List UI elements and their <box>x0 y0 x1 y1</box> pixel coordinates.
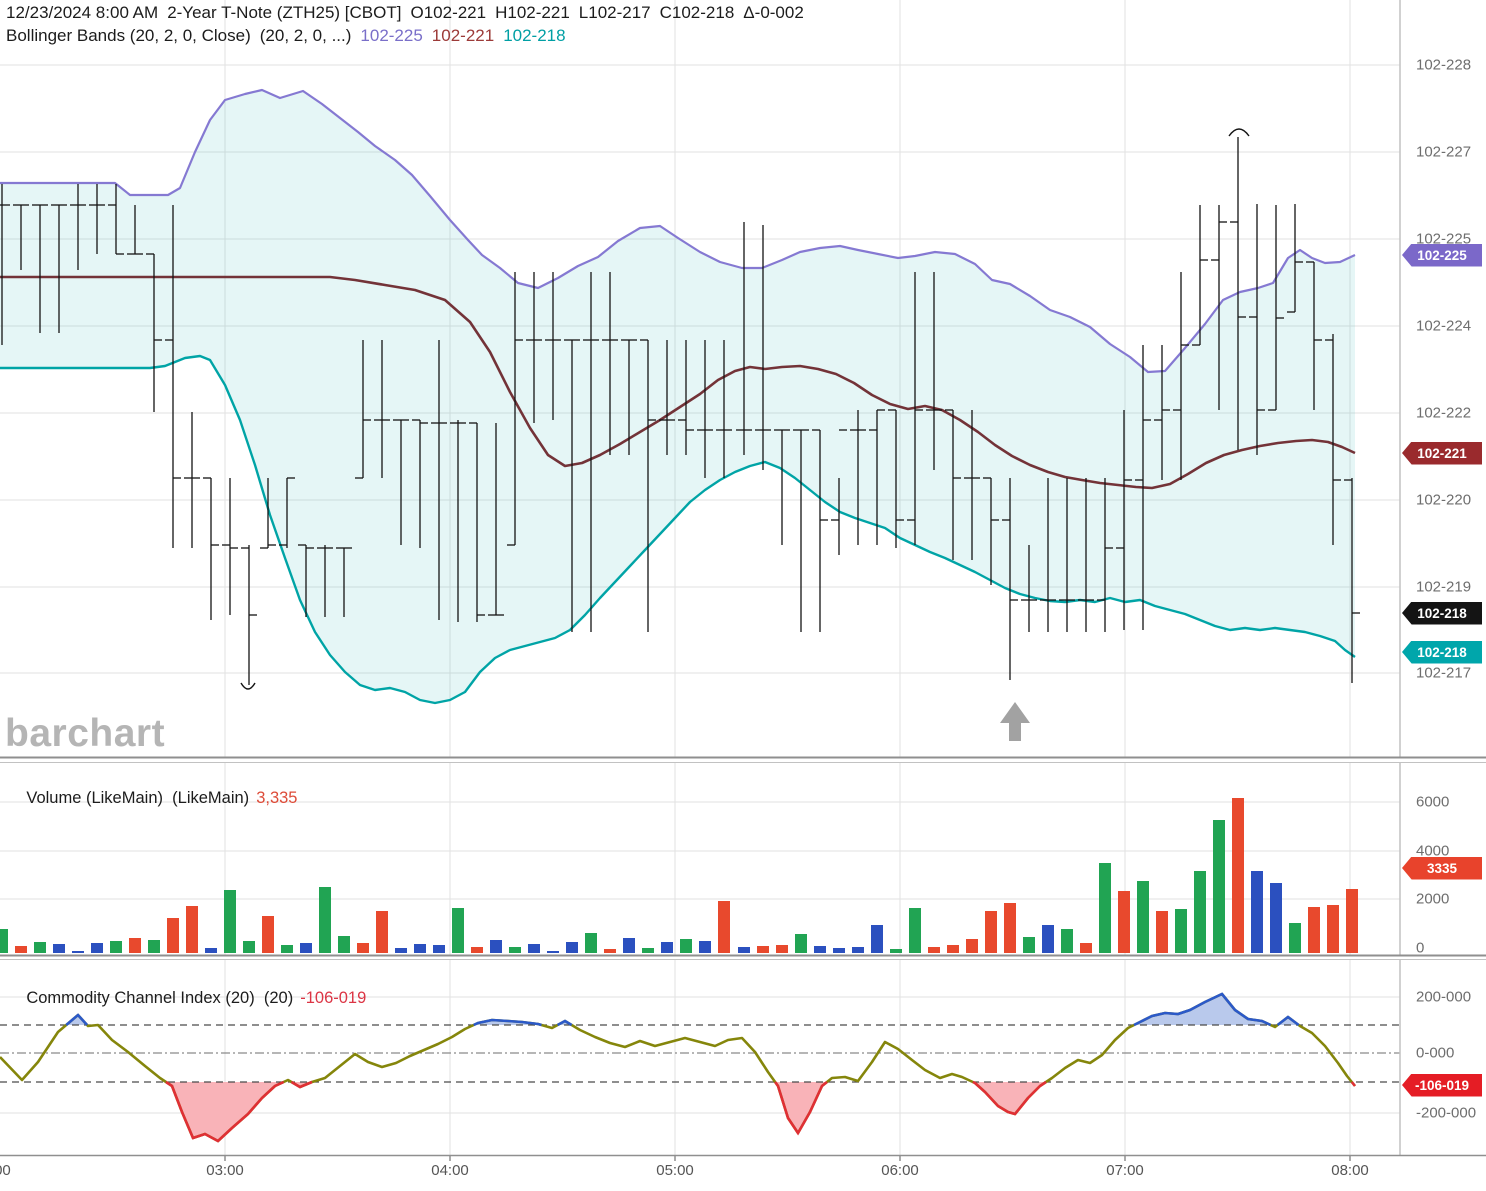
header-datetime: 12/23/2024 8:00 AM <box>6 3 159 22</box>
cci-title-label[interactable]: Commodity Channel Index (20) (20) <box>26 989 294 1007</box>
cci-axis-label: -200-000 <box>1416 1104 1477 1122</box>
indicator-legend: Bollinger Bands (20, 2, 0, Close) (20, 2… <box>6 26 566 46</box>
price-axis-label: 102-220 <box>1416 491 1472 509</box>
volume-current-value: 3,335 <box>256 789 298 807</box>
time-axis-label: 06:00 <box>881 1162 919 1179</box>
time-axis-label: 08:00 <box>1331 1162 1369 1179</box>
barchart-watermark-logo: barchart <box>5 712 166 755</box>
volume-axis-label: 2000 <box>1416 890 1450 908</box>
price-axis-label: 102-217 <box>1416 664 1472 682</box>
header-change: Δ-0-002 <box>743 3 804 22</box>
time-axis-label: 05:00 <box>656 1162 694 1179</box>
bb-upper-value: 102-225 <box>360 26 423 45</box>
price-badge: 3335 <box>1402 856 1482 880</box>
price-axis-label: 102-224 <box>1416 317 1472 335</box>
time-axis-label: 02:00 <box>0 1162 11 1179</box>
price-axis-label: 102-228 <box>1416 56 1472 74</box>
header-low: L102-217 <box>578 3 651 22</box>
time-axis-label: 04:00 <box>431 1162 469 1179</box>
volume-axis-label: 4000 <box>1416 842 1450 860</box>
bb-middle-value: 102-221 <box>431 26 495 45</box>
price-axis-label: 102-227 <box>1416 143 1472 161</box>
chart-header-line1: 12/23/2024 8:00 AM 2-Year T-Note (ZTH25)… <box>6 3 804 23</box>
price-badge: 102-225 <box>1402 243 1482 267</box>
price-badge: -106-019 <box>1402 1073 1482 1097</box>
header-open: O102-221 <box>410 3 487 22</box>
cci-axis-label: 0-000 <box>1416 1044 1455 1062</box>
price-axis-label: 102-225 <box>1416 230 1472 248</box>
price-badge: 102-218 <box>1402 640 1482 664</box>
volume-panel-title: Volume (LikeMain) (LikeMain) 3,335 <box>8 770 297 827</box>
time-axis-label: 03:00 <box>206 1162 244 1179</box>
price-axis-label: 102-219 <box>1416 578 1472 596</box>
cci-axis-label: 200-000 <box>1416 988 1472 1006</box>
header-symbol: 2-Year T-Note (ZTH25) [CBOT] <box>167 3 402 22</box>
price-badge: 102-221 <box>1402 441 1482 465</box>
price-badge: 102-218 <box>1402 601 1482 625</box>
cci-panel-title: Commodity Channel Index (20) (20) -106-01… <box>8 970 366 1027</box>
cci-current-value: -106-019 <box>300 989 367 1007</box>
volume-axis-label: 6000 <box>1416 793 1450 811</box>
indicator-label[interactable]: Bollinger Bands (20, 2, 0, Close) <box>6 26 251 45</box>
price-axis-label: 102-222 <box>1416 404 1472 422</box>
bb-lower-value: 102-218 <box>503 26 566 45</box>
time-axis-label: 07:00 <box>1106 1162 1144 1179</box>
indicator-params: (20, 2, 0, ...) <box>259 26 352 45</box>
volume-axis-label: 0 <box>1416 939 1425 957</box>
volume-title-label[interactable]: Volume (LikeMain) (LikeMain) <box>26 789 250 807</box>
pan-right-arrow-icon[interactable] <box>1000 702 1030 741</box>
header-high: H102-221 <box>495 3 570 22</box>
header-close: C102-218 <box>659 3 735 22</box>
